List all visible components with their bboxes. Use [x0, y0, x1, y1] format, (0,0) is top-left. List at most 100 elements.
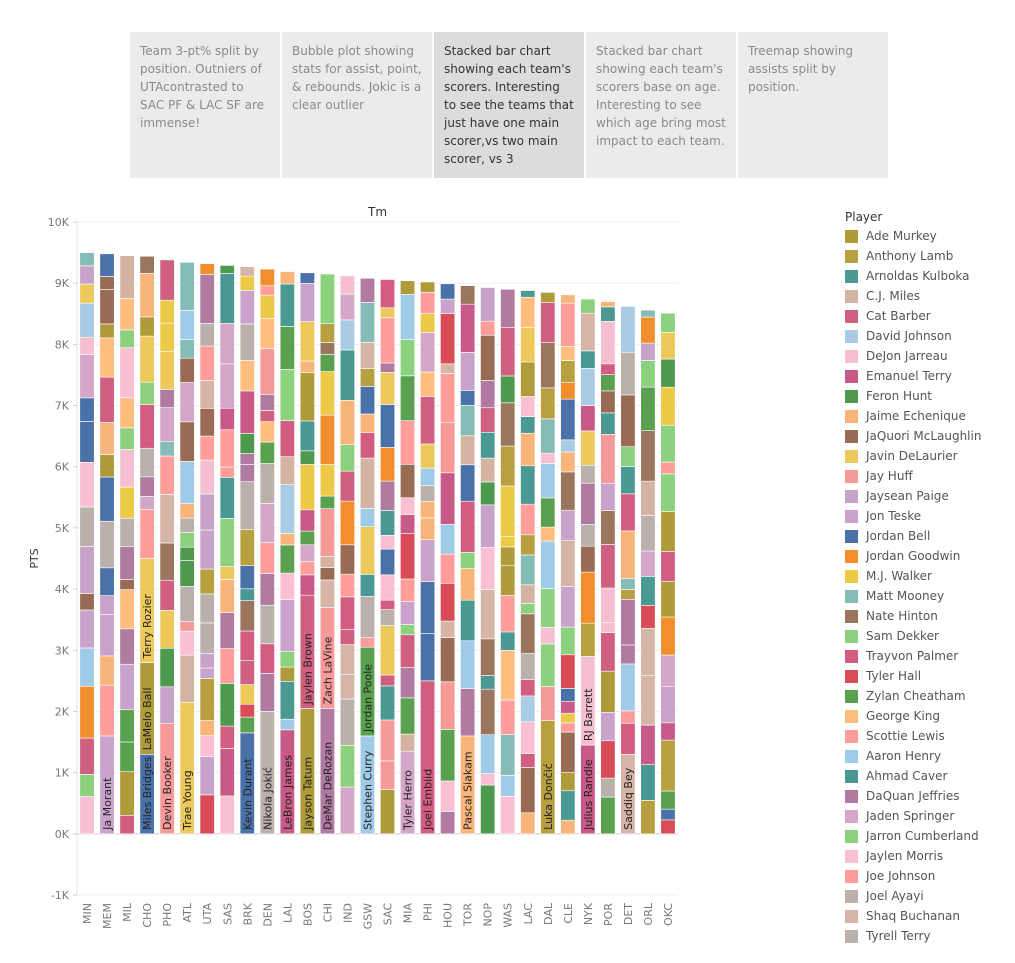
bar-segment-lac	[520, 584, 536, 604]
legend-swatch	[845, 909, 858, 923]
bar-segment-ind	[339, 319, 355, 351]
legend-item[interactable]: Scottie Lewis	[845, 726, 1015, 746]
story-navigator: Team 3-pt% split by position. Outniers o…	[130, 32, 890, 178]
legend-item[interactable]: Jaysean Paige	[845, 486, 1015, 506]
bar-segment-pho	[159, 610, 175, 649]
legend-item[interactable]: Jordan Goodwin	[845, 546, 1015, 566]
legend-item[interactable]: Tyler Hall	[845, 666, 1015, 686]
legend-item[interactable]: Tyrell Terry	[845, 926, 1015, 946]
bar-segment-phi	[420, 517, 436, 541]
bar-segment-mem	[99, 595, 115, 615]
bar-segment-orl	[640, 576, 656, 606]
bar-label: Ja Morant	[101, 777, 114, 831]
legend-item[interactable]: Joe Johnson	[845, 866, 1015, 886]
legend-item[interactable]: Matt Mooney	[845, 586, 1015, 606]
bar-segment-nop	[480, 380, 496, 409]
legend-item[interactable]: David Johnson	[845, 326, 1015, 346]
bar-segment-gsw	[359, 574, 375, 597]
bar-segment-atl	[179, 339, 195, 359]
legend-item[interactable]: Jay Huff	[845, 466, 1015, 486]
legend-item[interactable]: Jaylen Morris	[845, 846, 1015, 866]
legend-item[interactable]: Arnoldas Kulboka	[845, 266, 1015, 286]
bar-segment-mil	[119, 589, 135, 630]
bar-segment-okc	[660, 739, 676, 792]
bar-segment-hou	[440, 363, 456, 374]
legend-item[interactable]: Ahmad Caver	[845, 766, 1015, 786]
bar-segment-sac	[380, 279, 396, 309]
bar-segment-sac	[380, 480, 396, 511]
bar-segment-por	[600, 510, 616, 545]
legend-item[interactable]: M.J. Walker	[845, 566, 1015, 586]
legend-item[interactable]: Jarron Cumberland	[845, 826, 1015, 846]
bar-segment-nop	[480, 589, 496, 640]
legend-item[interactable]: Sam Dekker	[845, 626, 1015, 646]
bar-label: RJ Barrett	[582, 688, 595, 741]
bar-segment-bos	[299, 360, 315, 373]
bar-segment-chi	[319, 567, 335, 581]
legend-item[interactable]: Aaron Henry	[845, 746, 1015, 766]
bar-segment-bos	[299, 372, 315, 422]
bar-segment-mil	[119, 663, 135, 711]
bar-segment-brk	[239, 290, 255, 325]
x-tick-label: BRK	[241, 902, 254, 925]
bar-segment-uta	[199, 622, 215, 654]
bar-segment-min	[79, 647, 95, 687]
story-point-2[interactable]: Bubble plot showing stats for assist, po…	[282, 32, 432, 178]
legend-label: Javin DeLaurier	[866, 449, 958, 463]
bar-label: Saddiq Bey	[622, 767, 635, 830]
bar-segment-gsw	[359, 432, 375, 459]
legend-item[interactable]: Nate Hinton	[845, 606, 1015, 626]
legend-item[interactable]: Trayvon Palmer	[845, 646, 1015, 666]
legend-label: Anthony Lamb	[866, 249, 954, 263]
bar-segment-min	[79, 283, 95, 304]
legend-swatch	[845, 789, 858, 803]
legend-label: Sam Dekker	[866, 629, 939, 643]
legend-item[interactable]: Cat Barber	[845, 306, 1015, 326]
legend-item[interactable]: DeJon Jarreau	[845, 346, 1015, 366]
bar-segment-den	[259, 542, 275, 574]
bar-segment-min	[79, 593, 95, 611]
bar-segment-tor	[460, 285, 476, 305]
x-tick-label: CLE	[562, 903, 575, 924]
legend-label: Cat Barber	[866, 309, 931, 323]
x-tick-label: DAL	[542, 902, 555, 925]
bar-segment-lal	[279, 680, 295, 720]
bar-segment-atl	[179, 546, 195, 561]
story-point-4[interactable]: Stacked bar chart showing each team's sc…	[586, 32, 736, 178]
legend-item[interactable]: JaQuori McLaughlin	[845, 426, 1015, 446]
bar-segment-brk	[239, 266, 255, 277]
legend-item[interactable]: Anthony Lamb	[845, 246, 1015, 266]
legend-item[interactable]: Jaime Echenique	[845, 406, 1015, 426]
legend-swatch	[845, 349, 858, 363]
bar-segment-brk	[239, 716, 255, 734]
bar-segment-por	[600, 796, 616, 835]
story-point-3[interactable]: Stacked bar chart showing each team's sc…	[434, 32, 584, 178]
bar-segment-brk	[239, 453, 255, 465]
legend-item[interactable]: C.J. Miles	[845, 286, 1015, 306]
bar-segment-cho	[139, 404, 155, 449]
legend-item[interactable]: George King	[845, 706, 1015, 726]
legend-item[interactable]: Emanuel Terry	[845, 366, 1015, 386]
legend-item[interactable]: Javin DeLaurier	[845, 446, 1015, 466]
bar-segment-ind	[339, 673, 355, 700]
legend-item[interactable]: Feron Hunt	[845, 386, 1015, 406]
legend-item[interactable]: Ade Murkey	[845, 226, 1015, 246]
legend-item[interactable]: Joel Ayayi	[845, 886, 1015, 906]
story-point-5[interactable]: Treemap showing assists split by positio…	[738, 32, 888, 178]
bar-segment-lac	[520, 465, 536, 505]
bar-label: Nikola Jokić	[261, 767, 274, 830]
story-point-1[interactable]: Team 3-pt% split by position. Outniers o…	[130, 32, 280, 178]
bar-segment-min	[79, 796, 95, 835]
bar-segment-min	[79, 336, 95, 355]
legend-item[interactable]: Jordan Bell	[845, 526, 1015, 546]
bar-segment-cho	[139, 255, 155, 274]
bar-segment-orl	[640, 764, 656, 801]
bar-label: Zach LaVine	[321, 636, 334, 704]
legend-item[interactable]: Zylan Cheatham	[845, 686, 1015, 706]
bar-segment-atl	[179, 654, 195, 703]
bar-segment-por	[600, 622, 616, 633]
legend-item[interactable]: DaQuan Jeffries	[845, 786, 1015, 806]
legend-item[interactable]: Shaq Buchanan	[845, 906, 1015, 926]
legend-item[interactable]: Jon Teske	[845, 506, 1015, 526]
legend-item[interactable]: Jaden Springer	[845, 806, 1015, 826]
